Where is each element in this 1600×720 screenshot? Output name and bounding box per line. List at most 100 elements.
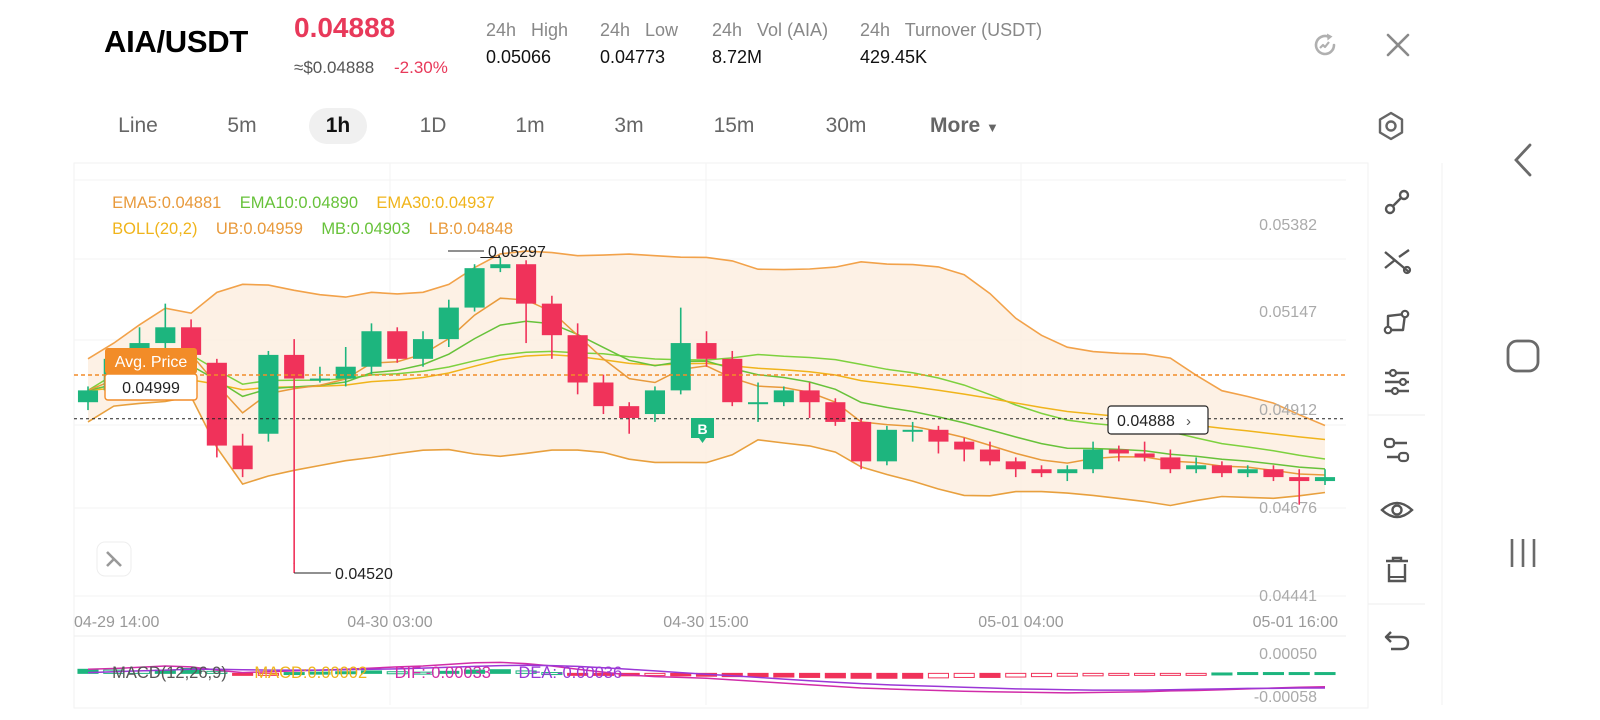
candle-body <box>1289 477 1310 482</box>
macd-histogram-bar <box>206 670 228 674</box>
timeframe-3m[interactable]: 3m <box>614 114 644 137</box>
macd-histogram-bar <box>464 669 486 674</box>
refresh-icon[interactable] <box>1310 30 1340 60</box>
chart-overlays: Avg. Price 0.04999 0.04888 › 0.05297 0.04520 B <box>74 244 1346 583</box>
macd-histogram-bar <box>567 672 589 676</box>
candle-body <box>1160 457 1181 470</box>
candle-body <box>438 307 459 340</box>
timeframe-line[interactable]: Line <box>118 114 158 137</box>
macd-histogram-bar <box>232 672 254 676</box>
candlestick <box>206 358 227 458</box>
candle-body <box>619 406 640 418</box>
timeframe-1h[interactable]: 1h <box>309 108 367 144</box>
macd-histogram-bar <box>1159 672 1181 676</box>
timeframe-5m[interactable]: 5m <box>227 114 257 137</box>
back-chevron-icon[interactable] <box>1506 140 1540 180</box>
timeframe-1d[interactable]: 1D <box>419 114 447 137</box>
macd-y-tick-label: -0.00058 <box>1254 689 1317 706</box>
crossing-lines-icon[interactable] <box>1377 242 1417 282</box>
candlestick <box>258 350 279 442</box>
candlestick <box>516 260 537 344</box>
candlestick <box>464 264 485 312</box>
trend-line-icon[interactable] <box>1377 182 1417 222</box>
macd-histogram-bar <box>515 670 537 674</box>
candlestick <box>722 350 743 407</box>
close-icon[interactable] <box>1383 30 1413 60</box>
boll-mb-legend: MB:0.04903 <box>321 220 411 238</box>
y-tick-label: 0.04676 <box>1259 500 1317 517</box>
stat-volume-label: 24h Vol (AIA) <box>712 20 829 40</box>
candlestick <box>438 299 459 348</box>
bollinger-upper-line <box>87 250 1326 427</box>
caret-down-icon: ▼ <box>986 120 999 135</box>
axis-labels: 0.05382 0.05147 0.04912 0.04676 0.04441 04-29… <box>74 217 1338 706</box>
boll-legend: BOLL(20,2) <box>112 220 198 238</box>
macd-histogram-bar <box>1108 672 1130 676</box>
candle-body <box>928 429 949 442</box>
macd-histogram-bar <box>1262 672 1285 676</box>
macd-histogram-bar <box>283 672 305 676</box>
candle-body <box>670 343 691 391</box>
macd-histogram-bar <box>953 672 975 678</box>
candle-body <box>464 268 485 308</box>
recent-apps-icon[interactable] <box>1503 533 1543 573</box>
macd-histogram-bar <box>799 672 821 678</box>
pair-title: AIA/USDT <box>104 24 248 59</box>
macd-histogram-bar <box>309 671 331 675</box>
home-square-icon[interactable] <box>1503 336 1543 376</box>
trash-icon[interactable] <box>1377 550 1417 590</box>
candlestick <box>387 327 408 363</box>
boll-ub-legend: UB:0.04959 <box>215 220 303 238</box>
settings-hexagon-icon[interactable] <box>1375 110 1407 142</box>
macd-histogram-bar <box>1314 672 1336 676</box>
candle-body <box>567 335 588 383</box>
bollinger-fill <box>88 251 1325 506</box>
timeframe-1m[interactable]: 1m <box>515 114 545 137</box>
timeframe-more[interactable]: More ▼ <box>930 108 1020 144</box>
candle-body <box>541 303 562 336</box>
sliders-icon[interactable] <box>1377 362 1417 402</box>
low-marker-label: 0.04520 <box>335 566 393 583</box>
candle-body <box>309 378 330 381</box>
stat-high-label: 24h High <box>486 20 569 40</box>
macd-histogram-bar <box>1288 672 1310 676</box>
current-price-value: 0.04888 <box>1117 413 1175 430</box>
candle-body <box>258 354 279 434</box>
candle-body <box>851 421 872 462</box>
eye-icon[interactable] <box>1377 490 1417 530</box>
macd-params-legend: MACD(12,26,9) <box>112 664 227 682</box>
macd-histogram-bar <box>747 672 769 678</box>
candle-body <box>412 339 434 359</box>
y-tick-label: 0.04912 <box>1259 402 1317 419</box>
macd-histogram-bar <box>824 672 846 679</box>
shape-draw-icon[interactable] <box>1377 302 1417 342</box>
macd-histogram-bar <box>386 671 408 675</box>
candlestick <box>851 417 872 470</box>
macd-value-legend: MACD:0.00002 <box>254 664 368 682</box>
ema5-legend: EMA5:0.04881 <box>112 194 222 212</box>
x-tick-label: 05-01 04:00 <box>978 614 1064 631</box>
macd-histogram-bar <box>902 672 924 679</box>
candlestick <box>773 386 794 407</box>
candlestick <box>1289 469 1310 505</box>
avg-price-value: 0.04999 <box>122 380 180 397</box>
timeframe-15m[interactable]: 15m <box>713 114 755 137</box>
candlestick <box>799 382 820 418</box>
undo-icon[interactable] <box>1377 620 1417 660</box>
macd-histogram-bar <box>1185 672 1207 676</box>
macd-histogram-bar <box>1211 672 1233 676</box>
macd-histogram-bar <box>644 672 666 676</box>
macd-histogram-bar <box>541 672 563 676</box>
candle-body <box>1237 469 1258 474</box>
candle-body <box>181 327 202 355</box>
ema10-legend: EMA10:0.04890 <box>239 194 359 212</box>
candle-body <box>155 327 176 344</box>
candlestick <box>979 441 1001 466</box>
candle-body <box>1263 469 1284 478</box>
timeframe-30m[interactable]: 30m <box>825 114 867 137</box>
indicator-settings-icon[interactable] <box>1377 430 1417 470</box>
candle-body <box>387 331 408 359</box>
candlestick <box>412 331 434 367</box>
macd-histogram-bar <box>412 671 434 675</box>
